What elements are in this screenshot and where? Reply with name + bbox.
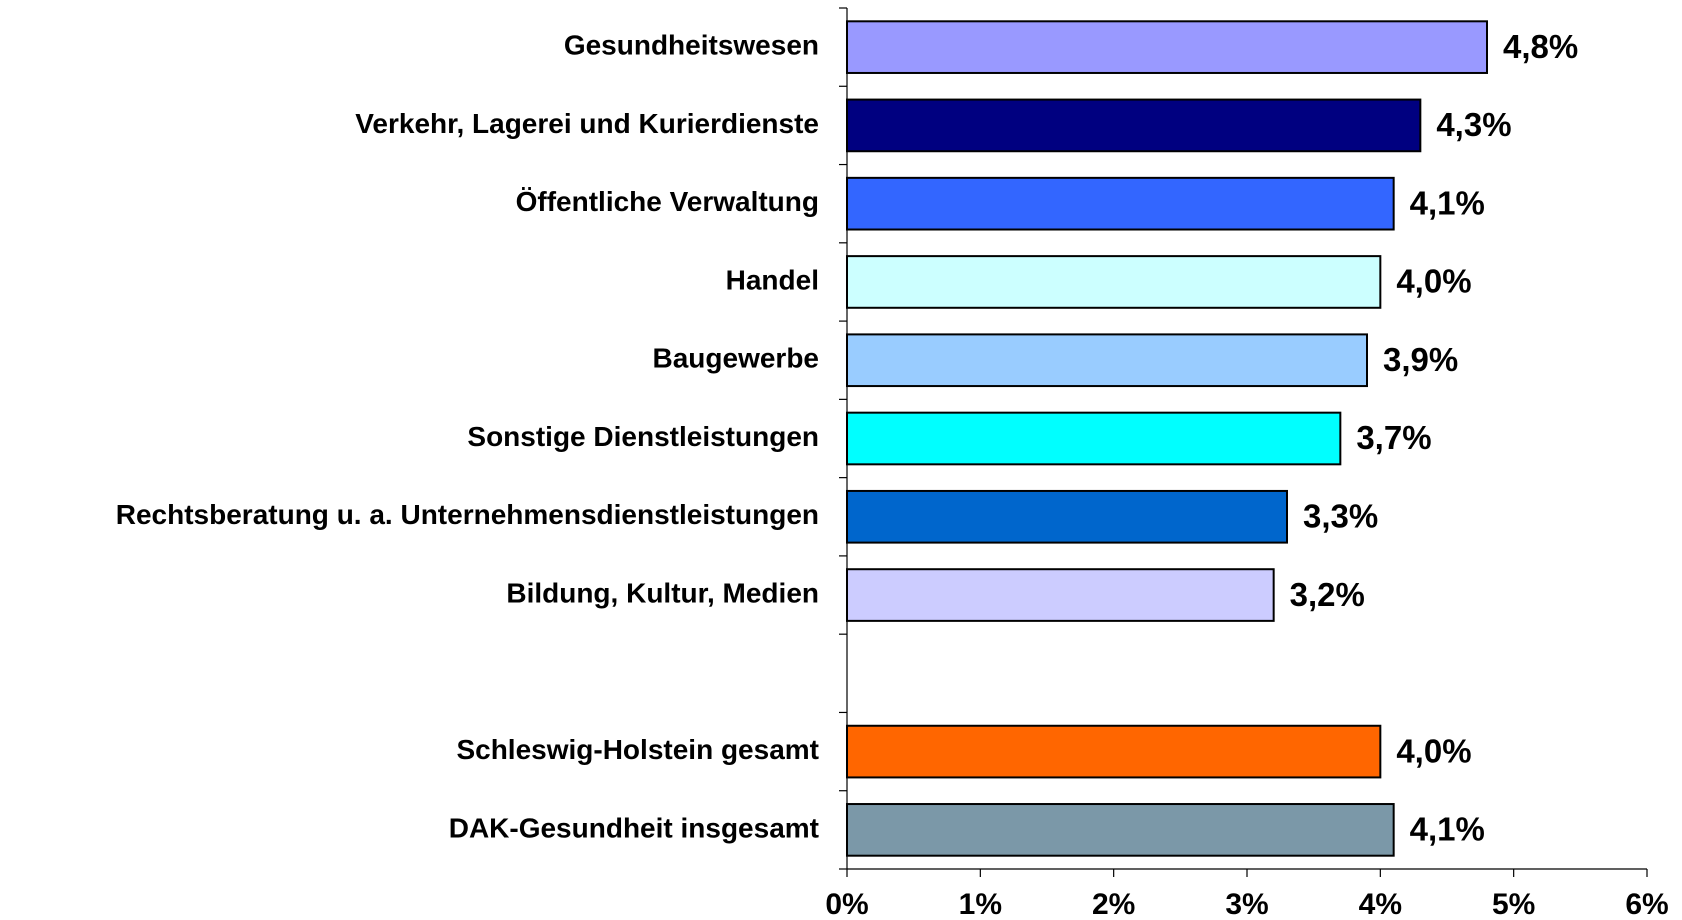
value-label: 4,1% — [1410, 184, 1485, 221]
bar — [846, 333, 1368, 388]
value-label: 3,7% — [1356, 419, 1431, 456]
x-tick-label: 2% — [1092, 888, 1135, 920]
category-label: Verkehr, Lagerei und Kurierdienste — [355, 108, 819, 139]
category-label: DAK-Gesundheit insgesamt — [449, 812, 819, 843]
bar — [846, 568, 1275, 622]
category-label: Öffentliche Verwaltung — [516, 186, 819, 217]
category-label: Gesundheitswesen — [564, 30, 819, 61]
category-label: Rechtsberatung u. a. Unternehmensdienstl… — [116, 499, 819, 530]
value-label: 4,0% — [1396, 732, 1471, 769]
bar — [846, 724, 1382, 779]
value-label: 4,1% — [1410, 811, 1485, 848]
bar — [846, 176, 1395, 231]
value-label: 3,2% — [1290, 576, 1365, 613]
value-label: 4,8% — [1503, 28, 1578, 65]
x-tick-label: 5% — [1492, 888, 1535, 920]
bar — [846, 20, 1488, 74]
bar — [846, 803, 1395, 857]
category-label: Handel — [726, 264, 819, 295]
x-tick-label: 4% — [1359, 888, 1402, 920]
value-label: 3,9% — [1383, 341, 1458, 378]
value-label: 4,3% — [1436, 106, 1511, 143]
value-label: 4,0% — [1396, 263, 1471, 300]
value-label: 3,3% — [1303, 497, 1378, 534]
category-label: Schleswig-Holstein gesamt — [456, 734, 819, 765]
bar — [846, 98, 1422, 153]
bar — [846, 255, 1382, 309]
category-label: Bildung, Kultur, Medien — [506, 577, 819, 608]
x-tick-label: 1% — [959, 888, 1002, 920]
category-label: Baugewerbe — [653, 343, 820, 374]
category-label: Sonstige Dienstleistungen — [467, 421, 819, 452]
bar — [846, 489, 1288, 544]
x-tick-label: 0% — [825, 888, 868, 920]
x-tick-label: 3% — [1225, 888, 1268, 920]
bar — [846, 411, 1342, 466]
x-tick-label: 6% — [1625, 888, 1668, 920]
